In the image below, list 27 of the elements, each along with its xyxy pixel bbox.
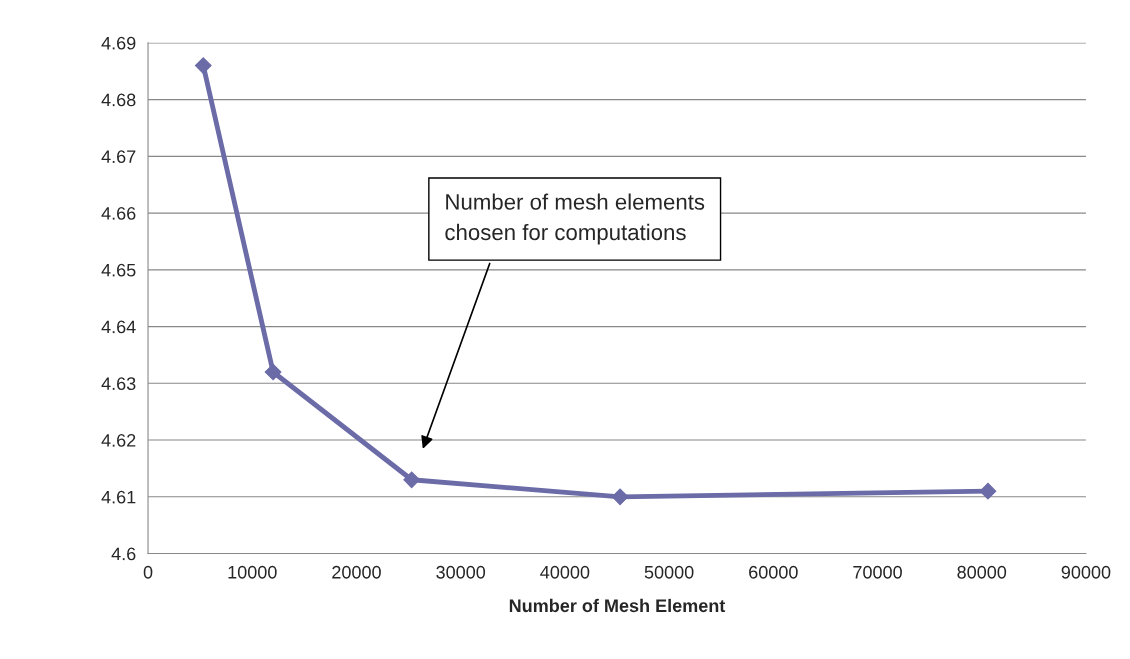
x-tick-label: 10000 [228,565,277,579]
x-tick-label: 90000 [1061,565,1111,579]
x-tick-label: 30000 [436,565,486,579]
point [403,471,421,489]
y-tick-label: 4.62 [101,434,136,447]
y-tick-label: 4.66 [101,207,136,220]
point [611,488,629,506]
x-tick-label: 70000 [853,565,902,579]
y-tick-label: 4.61 [101,490,136,504]
y-tick-label: 4.6 [111,547,136,561]
y-tick-label: 4.69 [101,36,136,50]
point [264,363,282,381]
annotation: Number of mesh elements chosen for computations [445,193,705,245]
y-tick-label: 4.63 [101,377,136,391]
y-tick-label: 4.64 [101,320,136,334]
x-tick-label: 40000 [540,565,590,579]
x-tick-label: 80000 [957,565,1007,579]
x-tick-label: 50000 [644,565,694,579]
y-tick-label: 4.65 [101,263,136,277]
x-tick-label: 0 [143,565,153,579]
y-tick-label: 4.67 [101,150,136,164]
point [979,482,997,500]
y-tick-label: 4.68 [101,93,136,107]
point [194,57,212,74]
x-axis-title: Number of Mesh Element [509,598,726,613]
x-tick-label: 60000 [749,565,798,579]
x-tick-label: 20000 [332,565,381,579]
